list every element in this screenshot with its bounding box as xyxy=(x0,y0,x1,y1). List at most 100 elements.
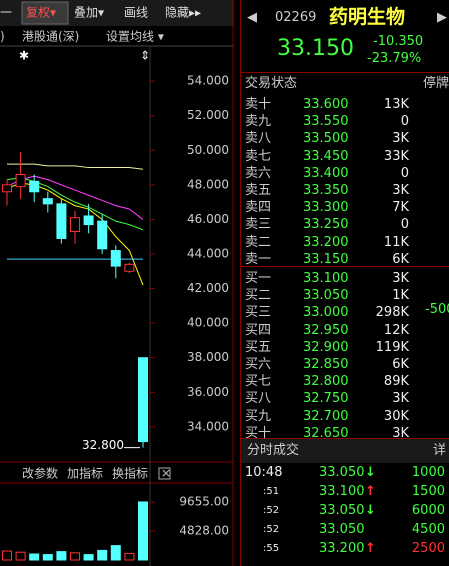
level-price: 32.800 xyxy=(303,374,349,390)
y-tick-label: 40.000 xyxy=(187,316,229,330)
level-label: 买二 xyxy=(245,288,272,304)
level-price: 33.150 xyxy=(303,251,349,267)
indicator-button[interactable]: 改参数 xyxy=(22,466,58,481)
level-label: 买五 xyxy=(245,339,272,355)
level-label: 卖十 xyxy=(245,97,272,112)
status: 停牌 xyxy=(423,76,449,91)
level-price: 32.950 xyxy=(303,322,349,338)
annotation: 32.800 xyxy=(82,438,124,452)
level-price: 33.300 xyxy=(303,200,349,216)
indicator-button[interactable]: 加指标 xyxy=(67,466,103,481)
trade-direction: ↓ xyxy=(365,465,376,480)
level-volume: 3K xyxy=(392,131,409,147)
side-note: -500 xyxy=(425,302,449,317)
toolbar-button[interactable]: 一 xyxy=(0,6,12,20)
level-price: 33.200 xyxy=(303,234,349,250)
level-label: 买九 xyxy=(245,408,272,424)
nav-arrow[interactable]: ▶ xyxy=(437,10,447,25)
level-label: 卖四 xyxy=(245,200,272,216)
level-volume: 6K xyxy=(392,251,409,267)
volume-bar xyxy=(42,554,53,561)
level-price: 33.400 xyxy=(303,165,349,181)
candle-body xyxy=(42,198,53,205)
y-tick-label: 48.000 xyxy=(187,177,229,191)
divider xyxy=(241,438,449,463)
trade-direction: ↑ xyxy=(365,541,376,556)
nav-arrow[interactable]: ◀ xyxy=(247,10,257,25)
level-price: 33.500 xyxy=(303,131,349,147)
level-label: 买八 xyxy=(245,391,272,407)
ma-line xyxy=(7,163,144,170)
trade-volume: 4500 xyxy=(411,522,445,537)
candle-body xyxy=(56,203,67,239)
trade-price: 33.200 xyxy=(319,541,365,556)
change-pct: -23.79% xyxy=(367,51,422,66)
volume-bar xyxy=(138,501,148,561)
level-price: 33.100 xyxy=(303,271,349,286)
trades-title: 分时成交 xyxy=(247,443,300,458)
candle-body xyxy=(124,263,135,272)
y-tick-label: 34.000 xyxy=(187,419,229,433)
level-volume: 3K xyxy=(392,391,409,407)
level-label: 卖二 xyxy=(245,234,272,250)
y-tick-label: 4828.00 xyxy=(179,524,229,538)
marker: ⇕ xyxy=(140,49,150,63)
level-price: 33.450 xyxy=(303,148,349,164)
detail-button[interactable]: 详 xyxy=(433,443,447,458)
stock-name: 药明生物 xyxy=(329,6,406,28)
volume-bar xyxy=(70,552,80,561)
level-price: 33.250 xyxy=(303,217,349,233)
ma-line xyxy=(6,177,144,231)
indicator-button[interactable]: 换指标 xyxy=(112,466,148,481)
level-label: 买一 xyxy=(245,271,272,286)
chart-header: ) xyxy=(0,30,5,44)
trade-time: :55 xyxy=(263,543,280,554)
level-price: 33.000 xyxy=(303,305,349,321)
level-label: 卖一 xyxy=(245,251,272,267)
y-tick-label: 54.000 xyxy=(187,74,229,88)
kline-chart: ✱ ⇕ ✕ 一复权▾ 叠加▾ 画线 隐藏▸▸) 港股通(深) 设置均线 ▾ 改参数 加指标 换指… xyxy=(0,0,234,566)
level-label: 买三 xyxy=(245,305,272,321)
trade-volume: 2500 xyxy=(411,541,445,556)
trade-price: 33.100 xyxy=(319,484,365,499)
toolbar-button[interactable]: 复权▾ xyxy=(26,6,56,20)
y-tick-label: 46.000 xyxy=(187,212,229,226)
level-volume: 0 xyxy=(400,114,409,130)
y-tick-label: 36.000 xyxy=(187,385,229,399)
candle-body xyxy=(70,217,80,233)
level-price: 32.850 xyxy=(303,357,349,372)
level-label: 卖七 xyxy=(245,148,272,164)
toolbar-button[interactable]: 画线 xyxy=(124,6,148,20)
close-icon[interactable]: ✕ xyxy=(161,467,171,481)
level-volume: 1K xyxy=(392,288,409,304)
level-volume: 0 xyxy=(400,165,409,181)
quote-panel: ◀ ▶ 02269 药明生物 33.150 -10.350 -23.79% 交易状态 停牌 卖十 3… xyxy=(240,0,449,566)
volume-bar xyxy=(110,545,121,561)
close-button[interactable] xyxy=(158,467,171,480)
trade-volume: 1000 xyxy=(411,465,445,480)
volume-bar xyxy=(56,551,67,561)
divider xyxy=(241,266,449,267)
volume-bar xyxy=(83,554,94,561)
trade-volume: 1500 xyxy=(411,484,445,499)
level-price: 32.700 xyxy=(303,408,349,424)
level-price: 33.050 xyxy=(303,288,349,304)
level-volume: 33K xyxy=(383,148,409,164)
toolbar-button[interactable]: 叠加▾ xyxy=(74,6,104,20)
level-volume: 12K xyxy=(383,322,409,338)
volume-bar xyxy=(97,549,108,561)
level-volume: 13K xyxy=(383,97,409,112)
trade-price: 33.050 xyxy=(319,503,365,518)
y-tick-label: 9655.00 xyxy=(179,495,229,509)
trade-direction: ↑ xyxy=(365,484,376,499)
trade-price: 33.050 xyxy=(319,522,365,537)
trade-time: :52 xyxy=(263,524,280,535)
toolbar-button[interactable]: 隐藏▸▸ xyxy=(165,6,201,20)
candle-body xyxy=(29,180,40,193)
level-volume: 3K xyxy=(392,271,409,286)
level-volume: 298K xyxy=(375,305,409,321)
level-volume: 11K xyxy=(383,234,409,250)
level-volume: 0 xyxy=(400,217,409,233)
level-volume: 89K xyxy=(383,374,409,390)
